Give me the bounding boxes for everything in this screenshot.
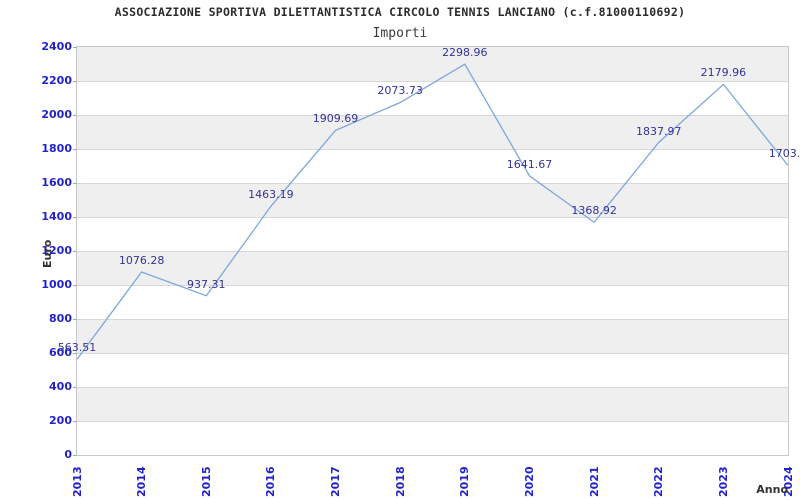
y-tick-label: 200	[49, 414, 72, 427]
gridline	[77, 421, 788, 422]
gridline	[77, 217, 788, 218]
y-tick-label: 1400	[41, 210, 72, 223]
x-tick-label: 2016	[264, 466, 278, 497]
y-axis-tick-mark	[73, 353, 77, 354]
y-tick-label: 0	[64, 448, 72, 461]
plot-band	[77, 353, 788, 387]
y-axis-tick-mark	[73, 81, 77, 82]
y-axis-tick-mark	[73, 251, 77, 252]
x-tick-label: 2021	[587, 466, 601, 497]
y-tick-label: 2000	[41, 108, 72, 121]
plot-band	[77, 387, 788, 421]
data-point-label: 1909.69	[312, 112, 359, 126]
y-axis-tick-mark	[73, 183, 77, 184]
data-point-label: 1641.67	[506, 157, 553, 171]
plot-band	[77, 285, 788, 319]
plot-band	[77, 149, 788, 183]
x-tick-label: 2023	[716, 466, 730, 497]
y-axis-tick-mark	[73, 285, 77, 286]
y-axis-tick-mark	[73, 149, 77, 150]
plot-band	[77, 183, 788, 217]
plot-area	[76, 46, 789, 456]
gridline	[77, 285, 788, 286]
data-point-label: 1368.92	[571, 204, 617, 218]
y-tick-label: 2200	[41, 74, 72, 87]
plot-band	[77, 421, 788, 455]
gridline	[77, 319, 788, 320]
x-tick-label: 2018	[393, 466, 407, 497]
y-tick-label: 1000	[41, 278, 72, 291]
y-axis-tick-mark	[73, 115, 77, 116]
data-point-label: 2073.73	[377, 84, 423, 98]
y-tick-label: 1200	[41, 244, 72, 257]
series-line	[77, 63, 788, 360]
x-tick-label: 2014	[135, 466, 149, 497]
plot-band	[77, 217, 788, 251]
plot-band	[77, 319, 788, 353]
data-point-label: 2179.96	[700, 66, 747, 80]
y-tick-label: 800	[49, 312, 72, 325]
data-point-label: 1837.97	[635, 124, 682, 138]
plot-band	[77, 47, 788, 81]
y-axis-tick-mark	[73, 217, 77, 218]
data-point-label: 937.31	[187, 277, 226, 291]
x-axis-title: Anno	[756, 483, 788, 496]
y-axis-tick-mark	[73, 47, 77, 48]
gridline	[77, 353, 788, 354]
gridline	[77, 387, 788, 388]
y-axis-tick-mark	[73, 421, 77, 422]
y-tick-label: 2400	[41, 40, 72, 53]
x-tick-label: 2015	[199, 466, 213, 497]
chart-title: ASSOCIAZIONE SPORTIVA DILETTANTISTICA CI…	[114, 5, 686, 19]
plot-band	[77, 251, 788, 285]
data-point-label: 1076.28	[118, 254, 165, 268]
data-point-label: 1463.19	[248, 188, 294, 202]
y-tick-label: 600	[49, 346, 72, 359]
gridline	[77, 115, 788, 116]
chart-subtitle: Importi	[372, 26, 428, 41]
plot-band	[77, 81, 788, 115]
y-axis-tick-mark	[73, 387, 77, 388]
x-tick-label: 2013	[70, 466, 84, 497]
x-tick-label: 2020	[522, 466, 536, 497]
x-tick-label: 2017	[329, 466, 343, 497]
y-tick-label: 400	[49, 380, 72, 393]
x-tick-label: 2022	[652, 466, 666, 497]
y-axis-title: Euro	[41, 239, 54, 268]
data-point-label: 2298.96	[442, 46, 488, 60]
data-point-label: 563.51	[57, 341, 97, 355]
series-line-layer	[77, 63, 788, 360]
gridline	[77, 149, 788, 150]
data-point-label: 1703.4	[768, 147, 800, 161]
y-axis-tick-mark	[73, 455, 77, 456]
gridline	[77, 251, 788, 252]
x-tick-label: 2019	[458, 466, 472, 497]
gridline	[77, 81, 788, 82]
y-tick-label: 1800	[41, 142, 72, 155]
y-axis-tick-mark	[73, 319, 77, 320]
y-tick-label: 1600	[41, 176, 72, 189]
gridline	[77, 183, 788, 184]
